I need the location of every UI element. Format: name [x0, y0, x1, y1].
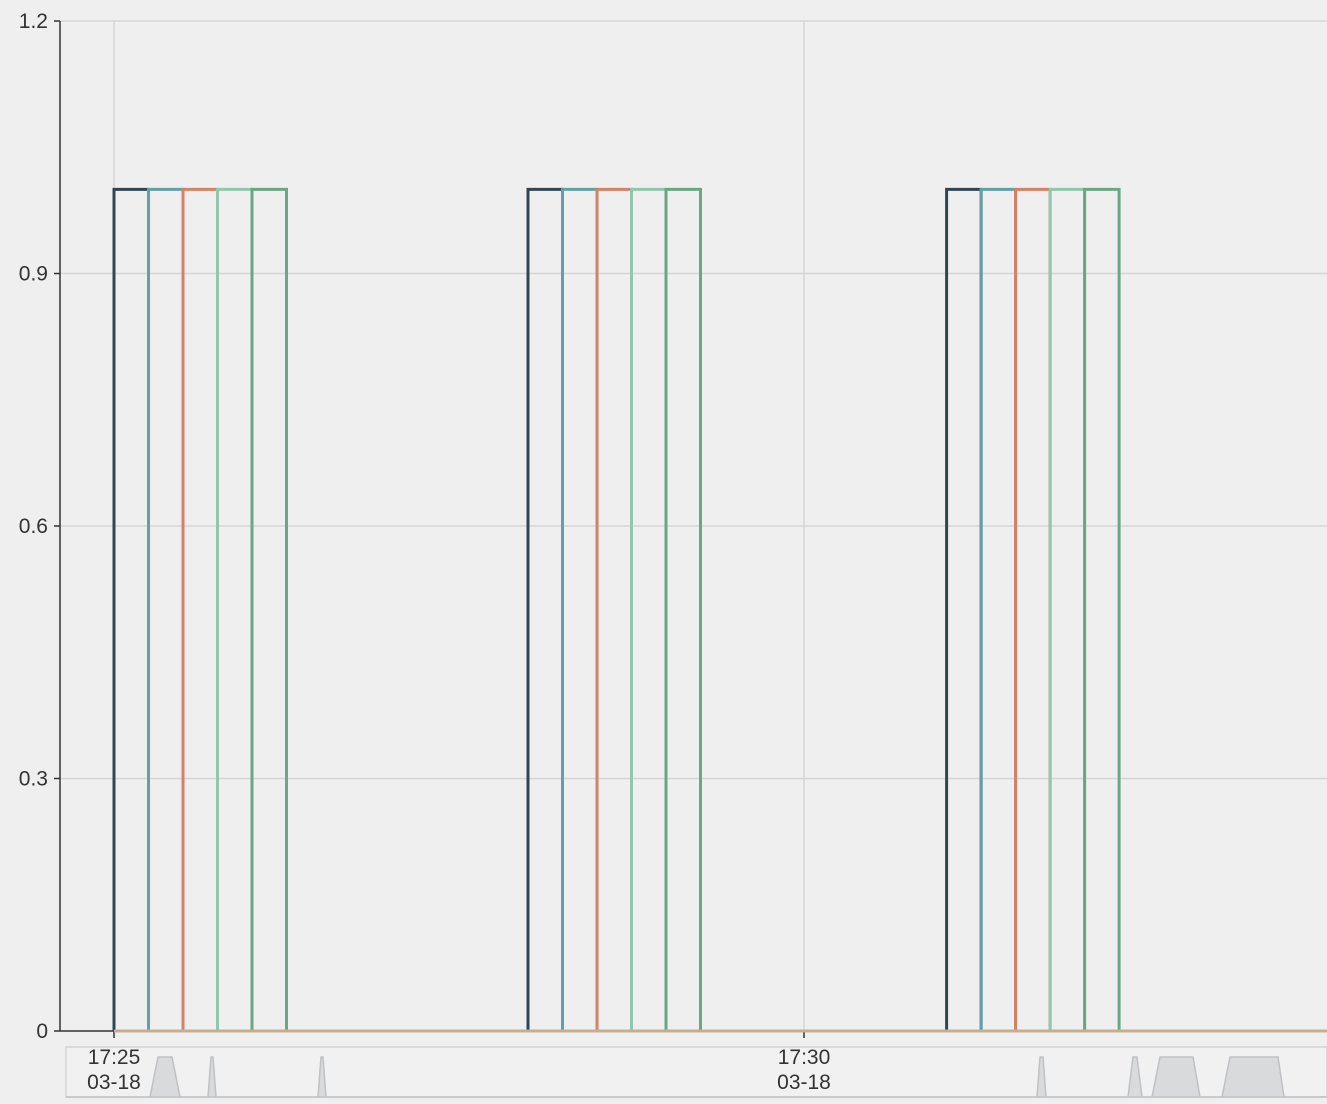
- grid-layer: [60, 20, 1327, 1031]
- datazoom-label-date: 03-18: [87, 1071, 141, 1094]
- y-tick-label: 1.2: [19, 10, 48, 33]
- series-layer: [112, 187, 1327, 1033]
- series-line-4: [114, 187, 1327, 1033]
- series-line-1: [112, 187, 1327, 1033]
- datazoom-label-time: 17:30: [778, 1046, 831, 1069]
- y-tick-label: 0.6: [19, 515, 48, 538]
- y-tick-label: 0.3: [19, 768, 48, 791]
- series-line-3: [114, 187, 1327, 1033]
- datazoom-track: [65, 1046, 1327, 1098]
- datazoom-label-time: 17:25: [88, 1046, 141, 1069]
- datazoom-label-date: 03-18: [777, 1071, 831, 1094]
- datazoom-preview: [66, 1056, 1327, 1098]
- y-tick-label: 0: [36, 1020, 48, 1043]
- y-tick-label: 0.9: [19, 263, 48, 286]
- series-line-5: [114, 187, 1327, 1033]
- series-line-2: [114, 187, 1327, 1033]
